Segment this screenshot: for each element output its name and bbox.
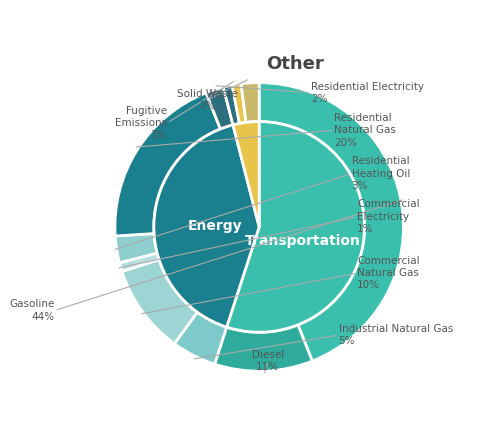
Wedge shape — [226, 122, 364, 332]
Wedge shape — [154, 125, 259, 327]
Text: Fugitive
Emissions
1%: Fugitive Emissions 1% — [114, 106, 167, 140]
Wedge shape — [115, 93, 220, 236]
Wedge shape — [115, 234, 157, 263]
Wedge shape — [241, 82, 259, 122]
Wedge shape — [232, 84, 246, 124]
Text: Energy: Energy — [188, 218, 242, 232]
Wedge shape — [120, 253, 159, 272]
Wedge shape — [214, 325, 312, 371]
Text: Industrial Natural Gas
5%: Industrial Natural Gas 5% — [338, 324, 453, 346]
Wedge shape — [174, 312, 227, 364]
Wedge shape — [233, 122, 259, 227]
Text: Transportation: Transportation — [245, 234, 361, 248]
Text: Commercial
Natural Gas
10%: Commercial Natural Gas 10% — [358, 256, 420, 291]
Wedge shape — [122, 260, 198, 344]
Text: Diesel
11%: Diesel 11% — [252, 350, 284, 372]
Text: Residential Electricity
2%: Residential Electricity 2% — [311, 82, 424, 104]
Text: Residential
Natural Gas
20%: Residential Natural Gas 20% — [334, 113, 396, 147]
Wedge shape — [224, 85, 240, 125]
Text: Residential
Heating Oil
3%: Residential Heating Oil 3% — [352, 156, 410, 191]
Wedge shape — [259, 82, 404, 361]
Text: Commercial
Electricity
1%: Commercial Electricity 1% — [358, 199, 420, 234]
Wedge shape — [206, 87, 233, 129]
Text: Gasoline
44%: Gasoline 44% — [9, 299, 54, 322]
Text: Solid Waste
2%: Solid Waste 2% — [177, 89, 238, 111]
Text: Other: Other — [266, 54, 324, 73]
